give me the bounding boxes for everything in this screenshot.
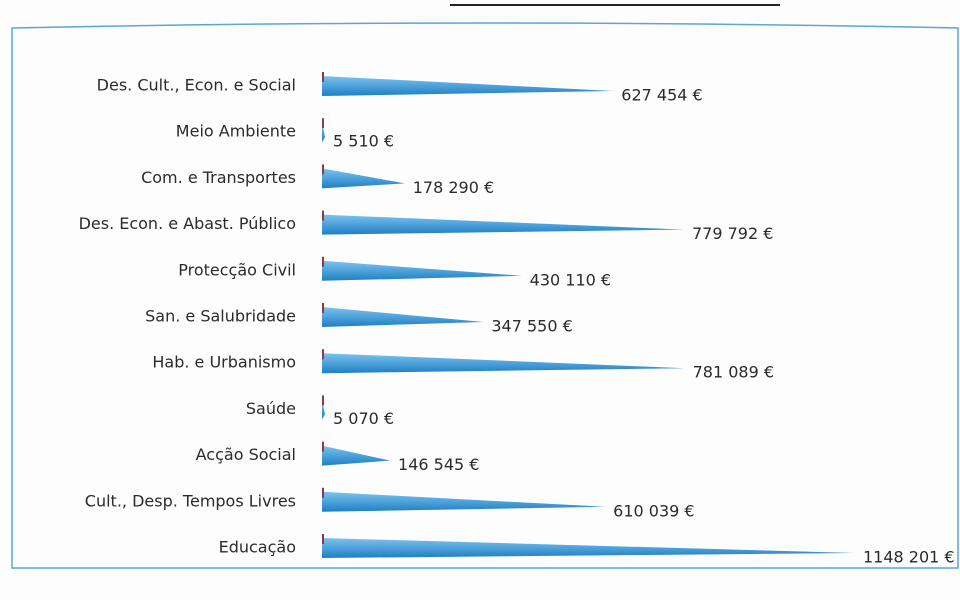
category-label: Protecção Civil <box>178 260 296 279</box>
category-label: San. e Salubridade <box>145 307 296 326</box>
bar <box>322 260 522 281</box>
category-label: Des. Econ. e Abast. Público <box>79 214 296 233</box>
category-label: Des. Cult., Econ. e Social <box>97 76 296 95</box>
value-label: 430 110 € <box>530 270 611 289</box>
category-label: Meio Ambiente <box>176 122 296 141</box>
value-label: 781 089 € <box>693 363 774 382</box>
bar <box>322 445 391 466</box>
bar <box>322 491 606 512</box>
bar <box>322 307 484 327</box>
bar <box>322 214 684 235</box>
chart-frame <box>11 22 959 569</box>
value-label: 5 070 € <box>333 409 394 428</box>
value-label: 779 792 € <box>692 224 773 243</box>
category-label: Saúde <box>246 399 296 418</box>
value-label: 5 510 € <box>333 132 394 151</box>
bar <box>322 538 855 558</box>
bar <box>322 353 685 374</box>
value-label: 627 454 € <box>621 86 702 105</box>
value-label: 146 545 € <box>398 455 479 474</box>
value-label: 347 550 € <box>491 317 572 336</box>
bar <box>322 168 405 189</box>
category-label: Hab. e Urbanismo <box>152 353 296 372</box>
value-label: 178 290 € <box>413 178 494 197</box>
value-label: 1148 201 € <box>863 548 955 567</box>
bar <box>322 76 614 96</box>
category-label: Educação <box>219 538 296 557</box>
value-label: 610 039 € <box>613 501 694 520</box>
category-label: Cult., Desp. Tempos Livres <box>85 491 296 510</box>
category-label: Com. e Transportes <box>141 168 296 187</box>
category-label: Acção Social <box>196 445 296 464</box>
